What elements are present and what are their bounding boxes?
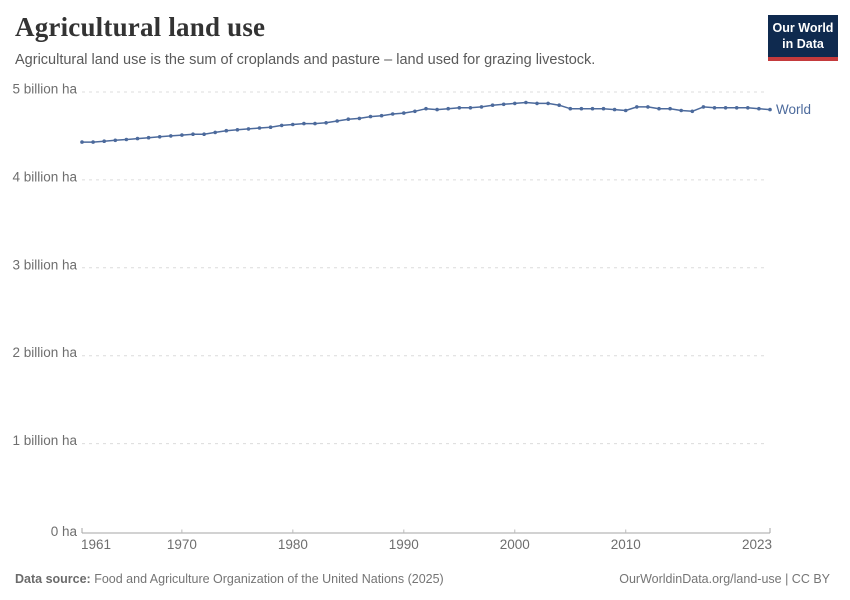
data-point[interactable] [346, 117, 351, 121]
data-point[interactable] [723, 106, 728, 110]
data-source-label: Data source: [15, 572, 91, 586]
data-point[interactable] [390, 112, 395, 116]
x-axis-label: 1990 [389, 537, 419, 552]
data-point[interactable] [379, 113, 384, 118]
data-point[interactable] [457, 106, 462, 110]
y-axis-label: 1 billion ha [12, 433, 77, 448]
data-point[interactable] [402, 111, 406, 115]
data-point[interactable] [268, 125, 273, 129]
y-axis-label: 2 billion ha [12, 345, 77, 360]
x-axis-label: 1980 [278, 537, 308, 552]
data-point[interactable] [757, 106, 761, 111]
data-point[interactable] [668, 106, 672, 111]
data-point[interactable] [635, 105, 639, 109]
data-point[interactable] [446, 106, 451, 111]
data-point[interactable] [313, 121, 317, 126]
data-point[interactable] [413, 109, 417, 114]
data-point[interactable] [601, 106, 606, 111]
data-point[interactable] [524, 100, 528, 105]
page-title: Agricultural land use [15, 12, 266, 42]
data-point[interactable] [768, 107, 772, 112]
x-axis-label: 1970 [167, 537, 197, 552]
data-point[interactable] [546, 101, 550, 106]
data-point[interactable] [646, 105, 650, 109]
data-point[interactable] [324, 121, 328, 125]
data-point[interactable] [612, 107, 617, 112]
x-axis-label: 2023 [742, 537, 772, 552]
series-label-world[interactable]: World [776, 102, 811, 117]
data-point[interactable] [291, 122, 295, 127]
data-point[interactable] [435, 107, 439, 112]
owid-logo-line1: Our World [772, 21, 834, 35]
data-point[interactable] [657, 106, 661, 111]
footer-link[interactable]: OurWorldinData.org/land-use | CC BY [619, 572, 830, 586]
data-point[interactable] [468, 106, 473, 110]
data-point[interactable] [246, 127, 251, 131]
data-point[interactable] [557, 103, 561, 107]
data-point[interactable] [146, 135, 151, 140]
data-point[interactable] [490, 103, 495, 107]
data-point[interactable] [590, 106, 595, 111]
x-axis-label: 2010 [611, 537, 641, 552]
data-point[interactable] [368, 114, 373, 119]
data-point[interactable] [513, 101, 517, 106]
data-point[interactable] [124, 137, 129, 142]
data-point[interactable] [579, 106, 584, 111]
data-point[interactable] [102, 139, 106, 143]
data-point[interactable] [424, 106, 428, 111]
data-point[interactable] [568, 106, 573, 111]
y-axis-label: 4 billion ha [12, 169, 77, 184]
data-point[interactable] [135, 136, 140, 141]
chart-header: Agricultural land use Agricultural land … [15, 12, 750, 69]
data-point[interactable] [113, 138, 118, 143]
data-point[interactable] [479, 105, 484, 109]
x-axis-label: 1961 [81, 537, 111, 552]
data-source-text: Food and Agriculture Organization of the… [90, 572, 444, 586]
data-point[interactable] [157, 135, 162, 139]
data-point[interactable] [279, 123, 284, 128]
owid-logo: Our World in Data [768, 15, 838, 61]
data-point[interactable] [734, 106, 739, 110]
data-point[interactable] [213, 130, 217, 135]
data-point[interactable] [746, 106, 750, 110]
chart-footer: Data source: Food and Agriculture Organi… [15, 572, 830, 586]
data-point[interactable] [191, 132, 195, 136]
data-point[interactable] [302, 121, 306, 126]
data-point[interactable] [180, 133, 184, 137]
y-axis-label: 5 billion ha [12, 82, 77, 97]
data-point[interactable] [80, 140, 84, 144]
data-point[interactable] [169, 134, 173, 138]
y-axis-label: 0 ha [51, 524, 78, 539]
data-point[interactable] [690, 109, 695, 114]
data-point[interactable] [91, 140, 95, 144]
y-axis-label: 3 billion ha [12, 257, 77, 272]
data-point[interactable] [623, 108, 628, 113]
x-axis-label: 2000 [500, 537, 530, 552]
data-point[interactable] [679, 108, 683, 113]
data-point[interactable] [335, 119, 340, 123]
data-point[interactable] [701, 105, 706, 109]
owid-logo-line2: in Data [782, 37, 824, 52]
data-point[interactable] [535, 101, 539, 106]
chart-subtitle: Agricultural land use is the sum of crop… [15, 51, 596, 68]
data-point[interactable] [357, 116, 362, 121]
data-point[interactable] [257, 126, 262, 130]
data-point[interactable] [501, 102, 506, 107]
data-point[interactable] [224, 128, 229, 133]
data-point[interactable] [235, 128, 240, 132]
data-source-note: Data source: Food and Agriculture Organi… [15, 572, 444, 586]
data-point[interactable] [712, 106, 717, 110]
data-point[interactable] [202, 132, 206, 136]
